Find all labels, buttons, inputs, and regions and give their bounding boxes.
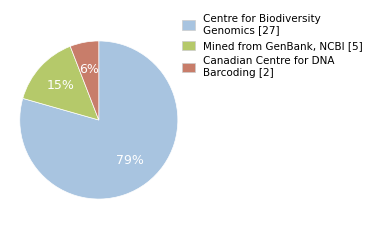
Wedge shape bbox=[70, 41, 99, 120]
Text: 79%: 79% bbox=[116, 155, 144, 168]
Wedge shape bbox=[23, 46, 99, 120]
Wedge shape bbox=[20, 41, 178, 199]
Text: 6%: 6% bbox=[79, 63, 99, 76]
Legend: Centre for Biodiversity
Genomics [27], Mined from GenBank, NCBI [5], Canadian Ce: Centre for Biodiversity Genomics [27], M… bbox=[179, 11, 366, 81]
Text: 15%: 15% bbox=[47, 79, 75, 92]
